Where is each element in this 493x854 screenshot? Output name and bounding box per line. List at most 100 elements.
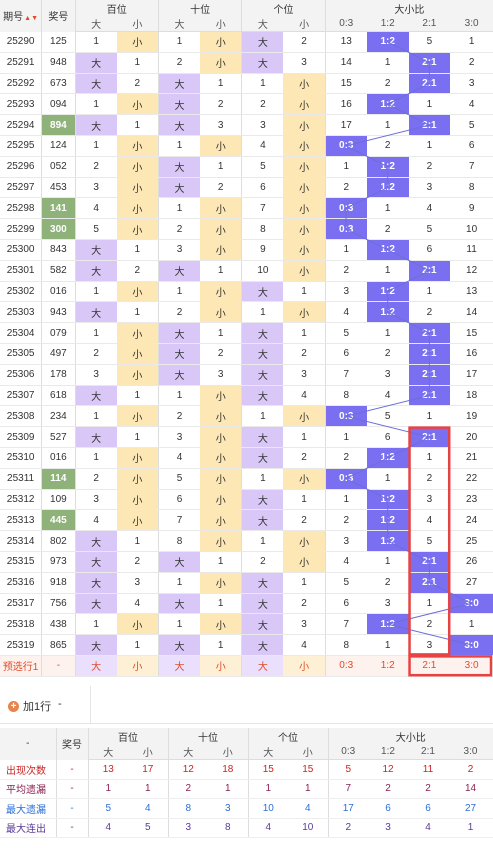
tens-cell: 大 (157, 634, 201, 656)
predict-option[interactable]: 大 (157, 655, 201, 677)
hundreds-cell: 小 (116, 135, 159, 157)
predict-option[interactable]: 1:2 (366, 655, 409, 677)
ratio-cell: 2 (324, 177, 367, 199)
stats-group-header: 个位 (247, 728, 328, 744)
predict-option[interactable]: 小 (200, 655, 242, 677)
ratio-cell: 15 (324, 73, 367, 95)
ratio-cell: 2 (324, 447, 367, 469)
hundreds-cell: 1 (116, 301, 159, 324)
units-cell: 大 (241, 426, 284, 448)
add-row-button[interactable]: + 加1行 (8, 698, 51, 714)
table-row: 25295 124 1 小 1 小 4 小 0:3 2 1 6 (0, 135, 493, 157)
tens-cell: 小 (200, 572, 242, 594)
units-cell: 4 (241, 135, 284, 157)
prize-number-cell: 300 (41, 218, 76, 240)
ratio-cell: 1 (408, 593, 451, 615)
stats-value: 2 (448, 759, 493, 780)
table-row: 25308 234 1 小 2 小 1 小 0:3 5 1 19 (0, 405, 493, 428)
hundreds-cell: 1 (74, 405, 117, 428)
ratio-cell: 1:2 (366, 177, 409, 199)
units-cell: 3 (283, 613, 326, 636)
predict-row[interactable]: 预选行1- 大小大小大小 0:3 1:2 2:1 3:0 (0, 655, 493, 677)
stats-table: - 奖号 百位 十位 个位 大小比 大 小 大 小 大 小 0:3 1:2 2:… (0, 728, 493, 838)
hundreds-cell: 小 (116, 468, 159, 490)
hundreds-cell: 2 (74, 343, 117, 365)
predict-option[interactable]: 小 (116, 655, 159, 677)
ratio-cell: 1 (408, 405, 451, 428)
ratio-cell: 3:0 (450, 634, 493, 656)
predict-option[interactable]: 大 (74, 655, 117, 677)
prize-number-cell: 124 (41, 135, 76, 157)
prize-number-cell: 094 (41, 93, 76, 116)
prize-number-cell: 582 (41, 260, 76, 282)
units-cell: 小 (283, 156, 326, 178)
tens-cell: 1 (200, 634, 242, 656)
sort-icon[interactable]: ▲▼ (24, 15, 39, 23)
ratio-cell: 2:1 (408, 551, 451, 573)
table-row: 25304 079 1 小大 1 大 1 5 1 2:1 15 (0, 322, 493, 344)
units-cell: 大 (241, 364, 284, 386)
ratio-cell: 2:1 (408, 572, 451, 594)
stats-num: - (55, 818, 88, 838)
ratio-cell: 19 (450, 405, 493, 428)
tens-cell: 6 (157, 489, 201, 511)
units-cell: 大 (241, 489, 284, 511)
tens-cell: 1 (200, 73, 242, 95)
stats-sub-header: 0:3 (327, 744, 368, 760)
period-cell: 25309 (0, 426, 42, 448)
ratio-cell: 1 (366, 634, 409, 656)
units-cell: 小 (283, 301, 326, 324)
stats-row: 平均遗漏 -1 1 2 1 1 1 7 2 2 14 (0, 779, 493, 799)
sub-header: 大 (157, 16, 201, 32)
stats-sub-header: 1:2 (368, 744, 408, 760)
table-row: 25307 618 大 1 1 小大 4 8 4 2:1 18 (0, 385, 493, 407)
period-cell: 25315 (0, 551, 42, 573)
add-row-dash: - (58, 698, 62, 710)
units-cell: 小 (283, 177, 326, 199)
tens-cell: 小 (200, 385, 242, 407)
ratio-cell: 2 (366, 218, 409, 240)
prize-number-cell: 756 (41, 593, 76, 615)
period-cell: 25308 (0, 405, 42, 428)
table-row: 25299 300 5 小 2 小 8 小 0:3 2 5 10 (0, 218, 493, 240)
stats-value: 17 (128, 759, 168, 780)
units-cell: 1 (241, 73, 284, 95)
ratio-cell: 2:1 (408, 426, 451, 448)
ratio-cell: 1 (450, 613, 493, 636)
table-row: 25291 948 大 1 2 小大 3 14 1 2:1 2 (0, 52, 493, 74)
predict-option[interactable]: 2:1 (408, 655, 451, 677)
group-header-tens: 十位 (157, 0, 242, 16)
trend-table: 期号▲▼ 奖号 百位 十位 个位 大小比 大 小 大 小 大 小 0:3 1:2… (0, 0, 493, 677)
stats-value: 11 (408, 759, 448, 780)
hundreds-cell: 3 (74, 177, 117, 199)
predict-option[interactable]: 大 (241, 655, 284, 677)
prize-number-cell: 438 (41, 613, 76, 636)
tens-cell: 2 (200, 93, 242, 116)
hundreds-cell: 3 (74, 364, 117, 386)
hundreds-cell: 1 (74, 281, 117, 303)
ratio-cell: 3 (408, 634, 451, 656)
stats-value: 5 (87, 798, 128, 819)
stats-group-header: 百位 (87, 728, 168, 744)
period-header[interactable]: 期号▲▼ (0, 0, 42, 32)
predict-option[interactable]: 小 (283, 655, 326, 677)
prize-number-cell: 843 (41, 239, 76, 261)
hundreds-cell: 1 (74, 31, 117, 53)
add-row-bar: + 加1行 - (0, 686, 493, 724)
predict-option[interactable]: 0:3 (324, 655, 367, 677)
period-cell: 25311 (0, 468, 42, 490)
predict-option[interactable]: 3:0 (450, 655, 493, 677)
table-row: 25290 125 1 小 1 小大 2 13 1:2 5 1 (0, 31, 493, 53)
ratio-cell: 11 (450, 239, 493, 261)
tens-cell: 5 (157, 468, 201, 490)
add-row-label: 加1行 (23, 701, 52, 713)
ratio-cell: 2 (366, 135, 409, 157)
stats-sub-header: 大 (247, 744, 288, 760)
sub-header: 小 (116, 16, 159, 32)
prize-number-cell: 016 (41, 447, 76, 469)
ratio-cell: 9 (450, 197, 493, 220)
tens-cell: 小 (200, 52, 242, 74)
ratio-cell: 7 (324, 364, 367, 386)
units-cell: 1 (283, 322, 326, 344)
stats-sub-header: 大 (167, 744, 208, 760)
